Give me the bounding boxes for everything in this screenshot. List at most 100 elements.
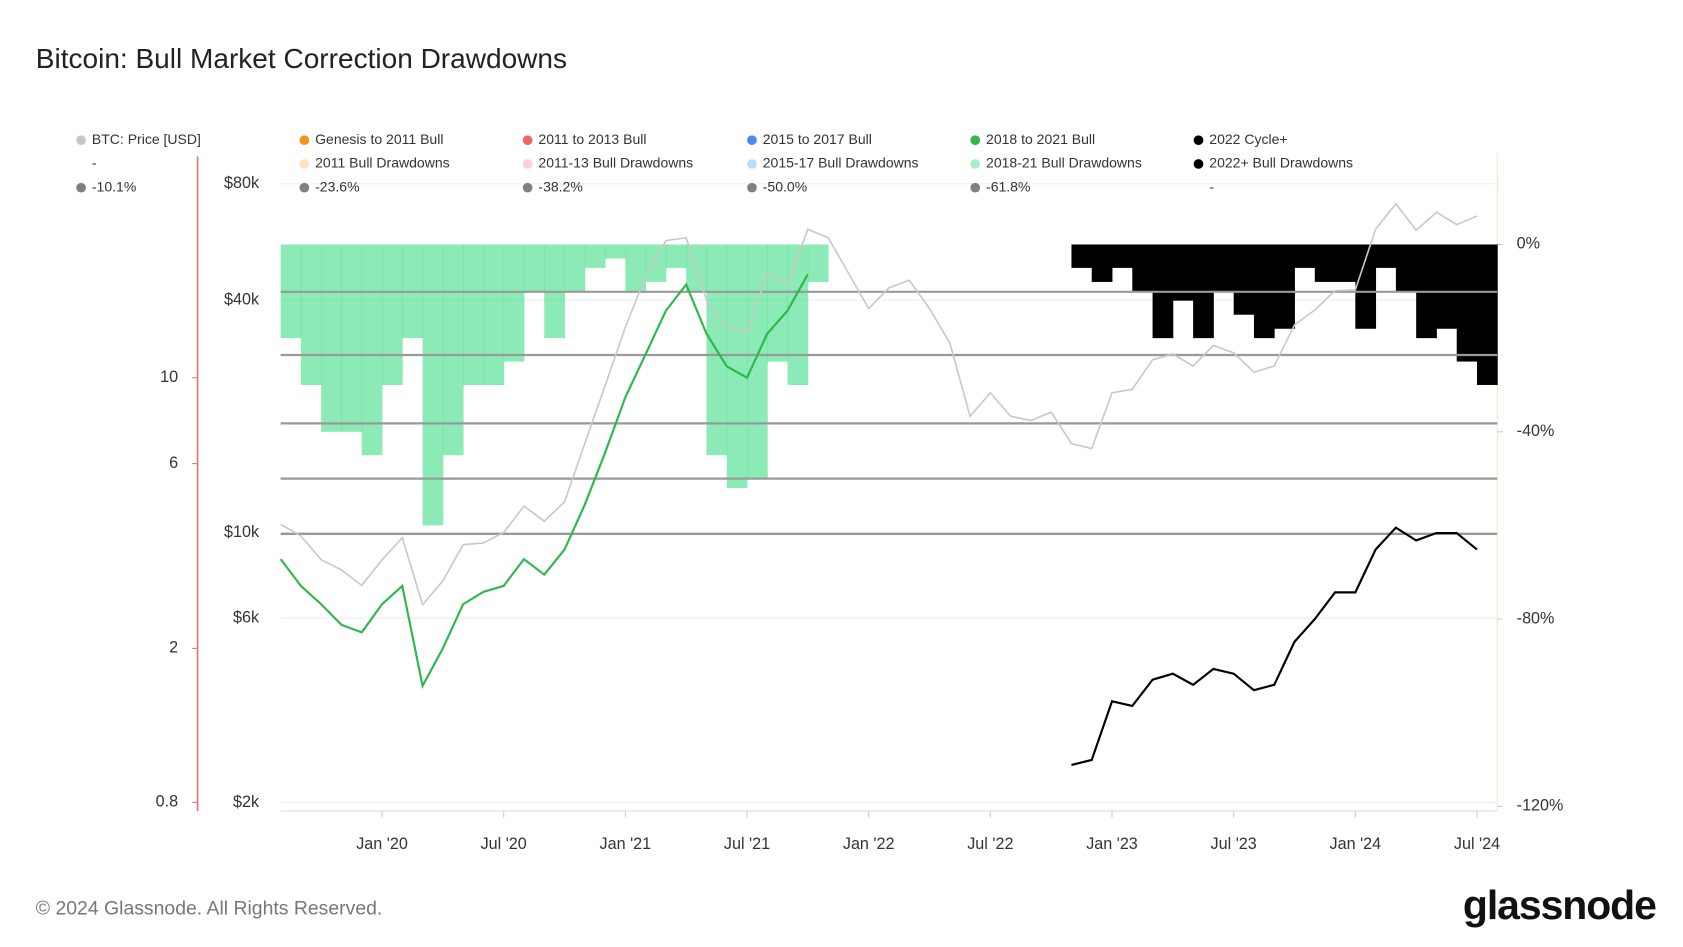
legend-marker — [970, 159, 981, 169]
x-tick-label: Jul '24 — [1454, 835, 1500, 853]
x-tick-label: Jan '21 — [600, 835, 652, 853]
drawdown-bar — [665, 244, 687, 268]
drawdown-bar — [463, 244, 484, 385]
legend-marker — [522, 135, 533, 146]
legend-label: Genesis to 2011 Bull — [315, 131, 443, 147]
drawdown-bar — [1456, 244, 1478, 362]
drawdown-bar — [1132, 244, 1153, 292]
legend-label: 2022 Cycle+ — [1209, 131, 1287, 147]
legend-label: -10.1% — [92, 178, 136, 194]
x-tick-label: Jul '23 — [1211, 835, 1257, 853]
chart-title: Bitcoin: Bull Market Correction Drawdown… — [36, 43, 567, 74]
drawdown-bar — [1112, 244, 1133, 268]
drawdown-bar — [1436, 244, 1458, 329]
legend-label: -38.2% — [538, 178, 582, 194]
legend-label: 2018-21 Bull Drawdowns — [986, 155, 1142, 171]
legend-label: -23.6% — [315, 178, 359, 194]
drawdown-bar — [361, 244, 383, 456]
drawdown-bar — [807, 244, 829, 282]
legend-label: 2018 to 2021 Bull — [986, 131, 1095, 147]
x-tick-label: Jan '24 — [1330, 835, 1382, 853]
legend-marker — [299, 159, 310, 169]
legend-marker — [1193, 159, 1204, 169]
y2-tick-label: 0% — [1517, 235, 1540, 253]
drawdown-bar — [422, 244, 444, 526]
drawdown-bar — [1274, 244, 1295, 329]
brand-logo: glassnode — [1463, 882, 1656, 928]
legend-label: 2015 to 2017 Bull — [763, 131, 872, 147]
legend-label: 2011 Bull Drawdowns — [315, 155, 450, 171]
y-tick-label: $10k — [224, 523, 260, 541]
drawdown-bar — [321, 244, 342, 432]
y3-tick-label: 2 — [169, 639, 178, 657]
y-tick-label: $40k — [224, 290, 260, 308]
drawdown-bar — [605, 244, 626, 259]
y-tick-label: $6k — [233, 608, 260, 626]
drawdown-bar — [1395, 244, 1417, 292]
drawdown-bar — [1233, 244, 1255, 315]
drawdown-bar — [1213, 244, 1235, 292]
footer: © 2024 Glassnode. All Rights Reserved. — [36, 897, 383, 919]
y3-tick-label: 10 — [160, 368, 178, 386]
x-tick-label: Jan '23 — [1086, 835, 1138, 853]
y2-tick-label: -120% — [1517, 797, 1564, 815]
drawdown-bar — [503, 244, 525, 362]
drawdown-bar — [564, 244, 586, 292]
legend-marker — [299, 182, 310, 193]
drawdown-bar — [625, 244, 647, 292]
legend-label: 2011-13 Bull Drawdowns — [538, 155, 693, 171]
drawdown-bar — [483, 244, 505, 385]
y3-tick-label: 6 — [169, 454, 178, 472]
drawdown-bar — [1477, 244, 1498, 385]
legend-marker — [1193, 135, 1204, 146]
legend-label: -50.0% — [763, 178, 807, 194]
legend-marker — [747, 159, 757, 169]
series-line — [1071, 526, 1478, 766]
legend-marker — [747, 135, 757, 146]
legend-marker — [76, 135, 86, 146]
drawdown-bar — [1335, 244, 1356, 282]
legend-label: BTC: Price [USD] — [92, 131, 201, 147]
drawdown-bar — [787, 244, 809, 385]
x-tick-label: Jul '22 — [967, 835, 1013, 853]
drawdown-bar — [1314, 244, 1336, 282]
legend-label: - — [1209, 178, 1214, 194]
drawdown-bar — [747, 244, 768, 479]
x-tick-label: Jan '20 — [356, 835, 408, 853]
drawdown-bar — [1355, 244, 1377, 329]
drawdown-bar — [1091, 244, 1113, 282]
drawdown-bar — [341, 244, 363, 432]
legend-label: -61.8% — [986, 178, 1030, 194]
x-tick-label: Jan '22 — [843, 835, 895, 853]
drawdown-bar — [1071, 244, 1093, 268]
legend-marker — [747, 182, 757, 193]
legend-label: 2011 to 2013 Bull — [538, 131, 646, 147]
series-line — [280, 202, 1478, 607]
drawdown-bar — [300, 244, 322, 385]
drawdown-bar — [382, 244, 403, 385]
legend-label: - — [92, 155, 97, 171]
x-tick-label: Jul '20 — [481, 835, 527, 853]
y-tick-label: $80k — [224, 174, 260, 192]
drawdown-bar — [645, 244, 667, 282]
legend-marker — [970, 182, 981, 193]
drawdown-bar — [584, 244, 606, 268]
drawdown-bar — [523, 244, 545, 292]
y2-tick-label: -40% — [1517, 422, 1555, 440]
drawdown-bar — [442, 244, 464, 456]
legend-marker — [970, 135, 981, 146]
legend-label: 2022+ Bull Drawdowns — [1209, 155, 1353, 171]
legend-marker — [522, 182, 533, 193]
drawdown-bar — [726, 244, 748, 488]
drawdown-bar — [1375, 244, 1397, 268]
legend-label: 2015-17 Bull Drawdowns — [763, 155, 919, 171]
x-tick-label: Jul '21 — [724, 835, 770, 853]
legend-marker — [299, 135, 310, 146]
drawdown-bar — [1172, 244, 1194, 301]
y2-tick-label: -80% — [1517, 609, 1555, 627]
legend-marker — [76, 182, 86, 193]
legend-marker — [522, 159, 533, 169]
y-tick-label: $2k — [233, 793, 260, 811]
